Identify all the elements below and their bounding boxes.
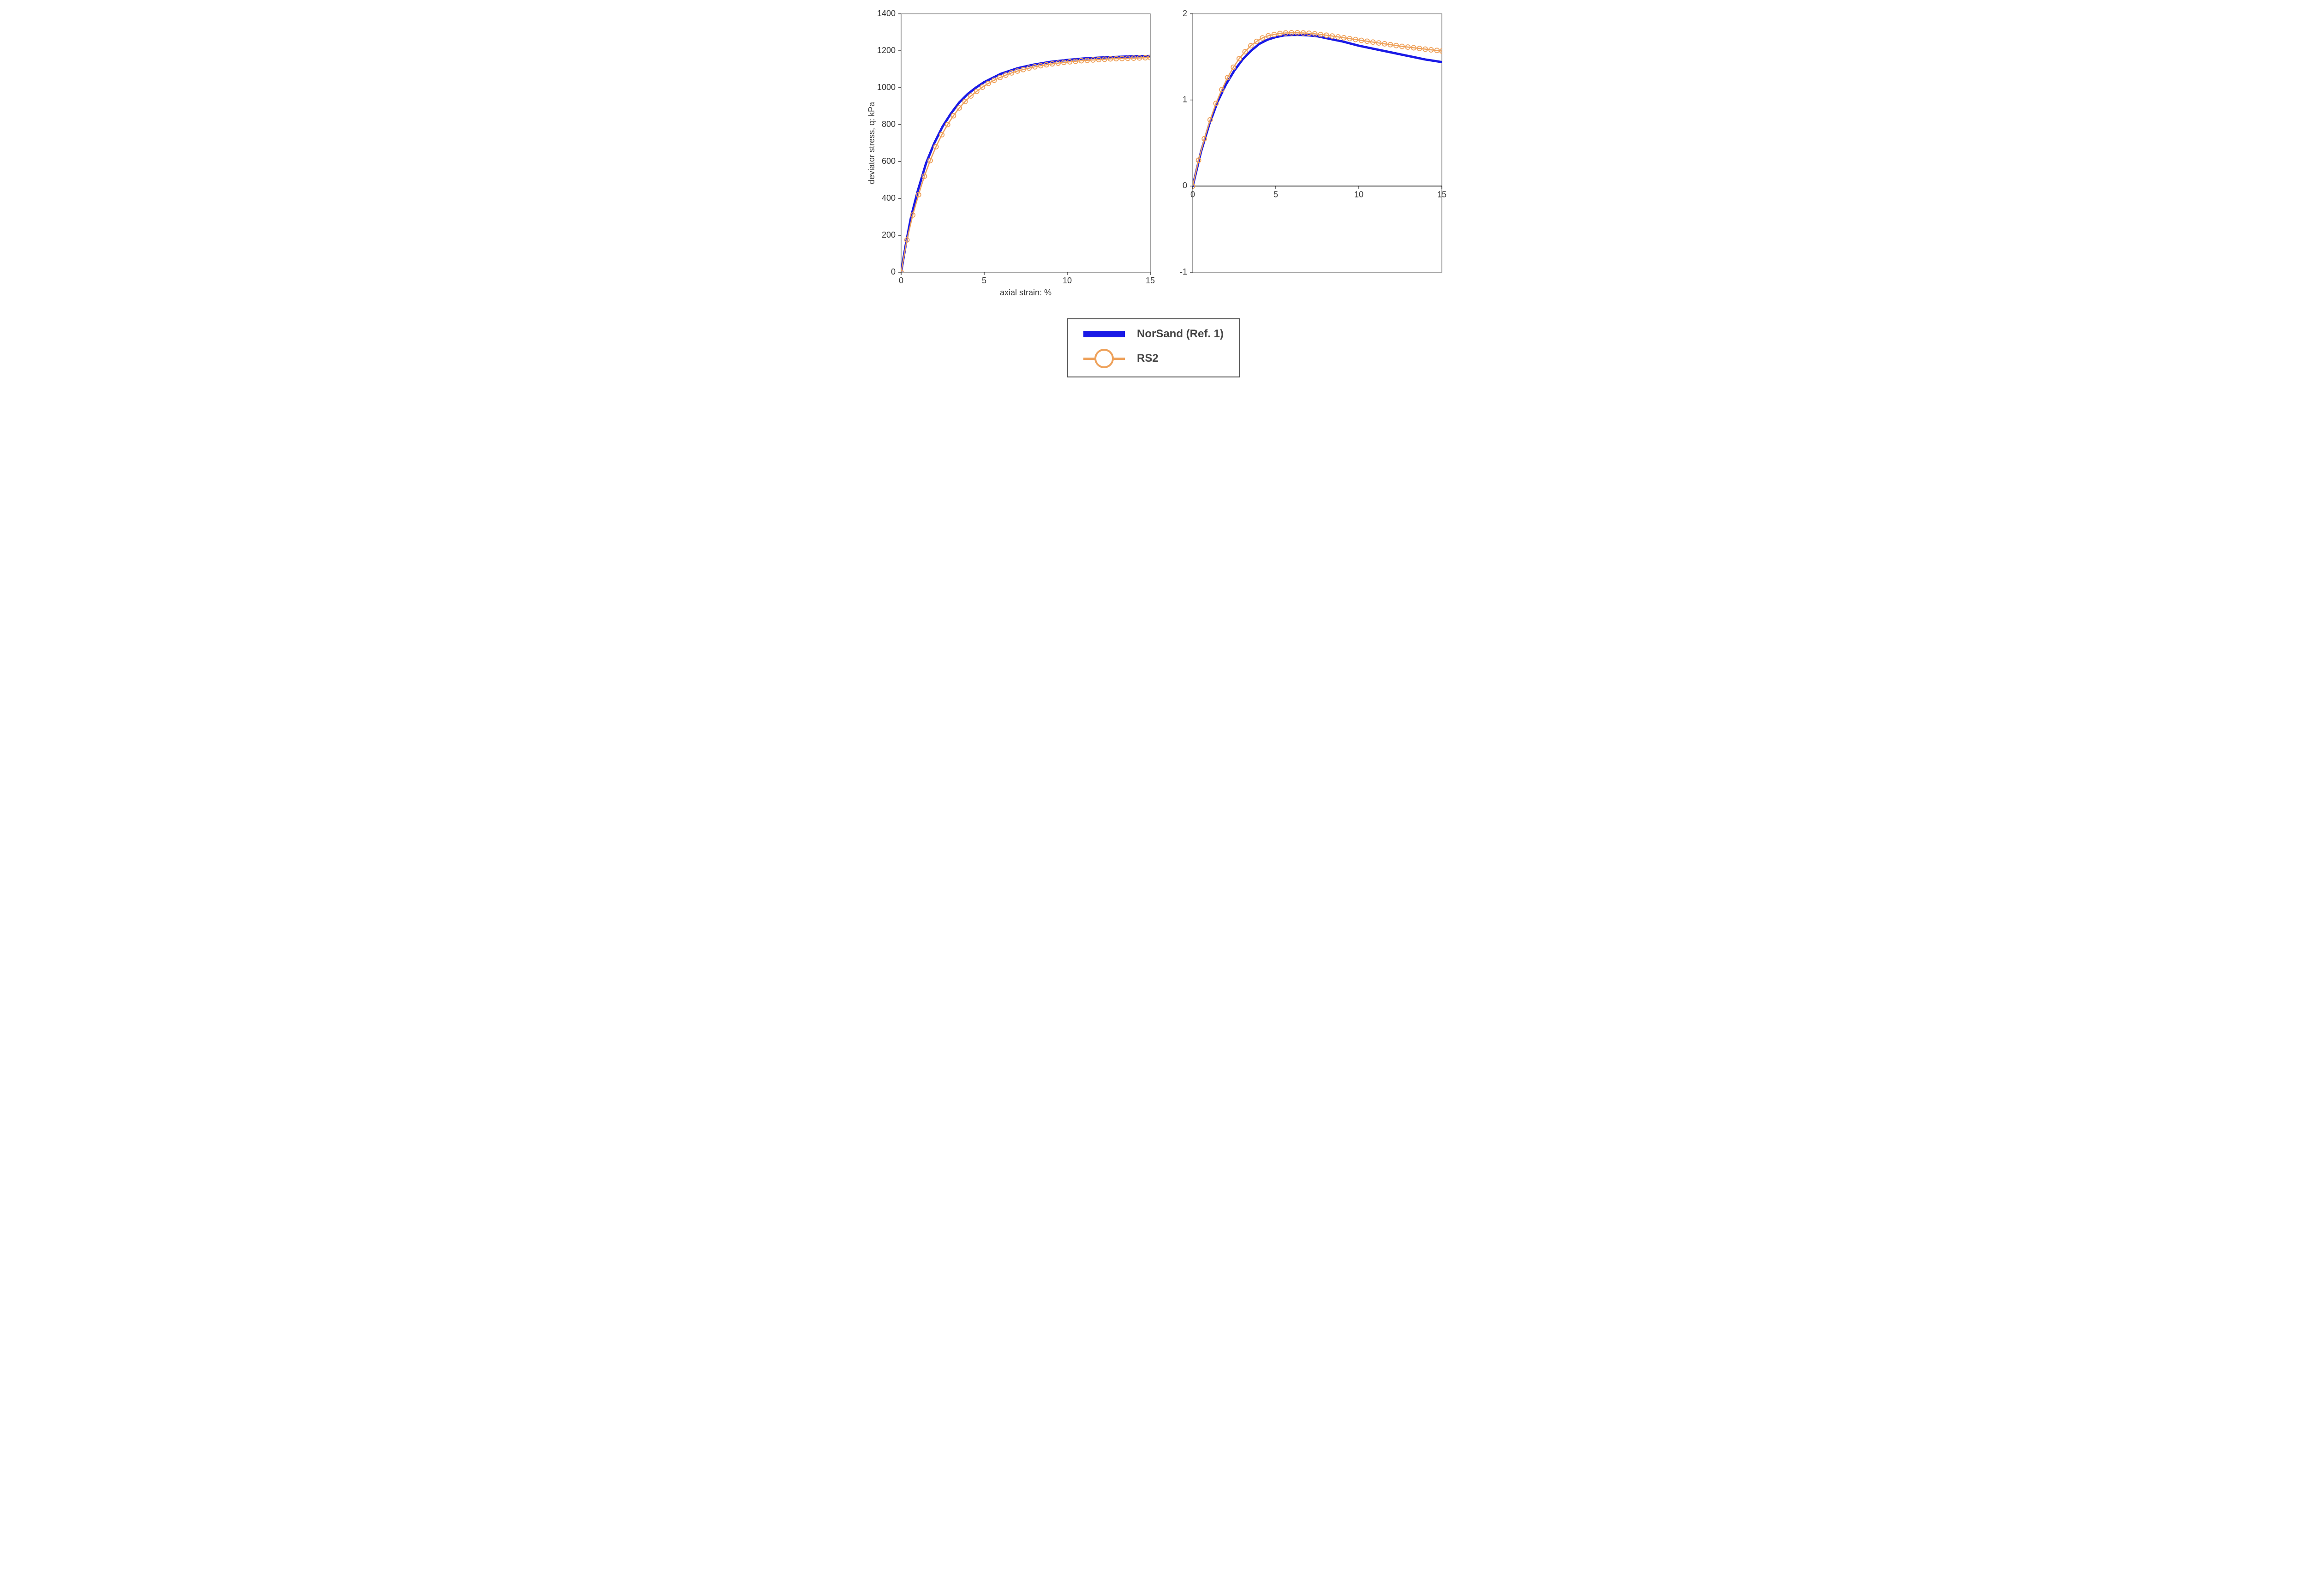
legend-swatch-rs2-circle <box>1094 349 1114 368</box>
svg-text:1: 1 <box>1183 95 1187 104</box>
svg-text:0: 0 <box>891 267 896 276</box>
svg-text:800: 800 <box>882 120 896 129</box>
svg-text:200: 200 <box>882 230 896 239</box>
svg-text:1200: 1200 <box>877 46 896 55</box>
svg-text:deviator stress, q: kPa: deviator stress, q: kPa <box>867 102 876 184</box>
right-chart: -1 0 1 2 0 5 10 15 <box>1170 9 1447 305</box>
svg-text:1400: 1400 <box>877 9 896 18</box>
svg-text:2: 2 <box>1183 9 1187 18</box>
legend-item-rs2: RS2 <box>1083 349 1224 368</box>
legend-item-norsand: NorSand (Ref. 1) <box>1083 328 1224 341</box>
figure-container: 0200400600800100012001400051015axial str… <box>849 9 1458 377</box>
svg-text:-1: -1 <box>1180 267 1187 276</box>
legend-swatch-norsand <box>1083 331 1125 337</box>
charts-row: 0200400600800100012001400051015axial str… <box>849 9 1458 305</box>
svg-text:400: 400 <box>882 193 896 203</box>
svg-text:axial strain: %: axial strain: % <box>1000 288 1052 297</box>
svg-text:10: 10 <box>1063 276 1072 285</box>
left-chart: 0 200 400 600 800 1000 1200 1400 0 5 10 15 axial str… <box>860 9 1156 305</box>
svg-text:15: 15 <box>1146 276 1155 285</box>
legend-label-rs2: RS2 <box>1137 352 1159 365</box>
svg-text:10: 10 <box>1354 190 1363 199</box>
svg-text:0: 0 <box>1183 181 1187 190</box>
svg-text:5: 5 <box>982 276 986 285</box>
svg-text:0: 0 <box>899 276 903 285</box>
legend: NorSand (Ref. 1) RS2 <box>1067 318 1240 377</box>
svg-text:15: 15 <box>1437 190 1446 199</box>
svg-text:600: 600 <box>882 156 896 166</box>
left-chart-wrap: 0 200 400 600 800 1000 1200 1400 0 5 10 15 axial str… <box>860 9 1156 305</box>
legend-label-norsand: NorSand (Ref. 1) <box>1137 328 1224 341</box>
right-chart-wrap: -1 0 1 2 0 5 10 15 <box>1170 9 1447 305</box>
svg-text:1000: 1000 <box>877 83 896 92</box>
svg-text:0: 0 <box>1190 190 1195 199</box>
svg-text:5: 5 <box>1273 190 1278 199</box>
legend-swatch-rs2 <box>1083 349 1125 368</box>
